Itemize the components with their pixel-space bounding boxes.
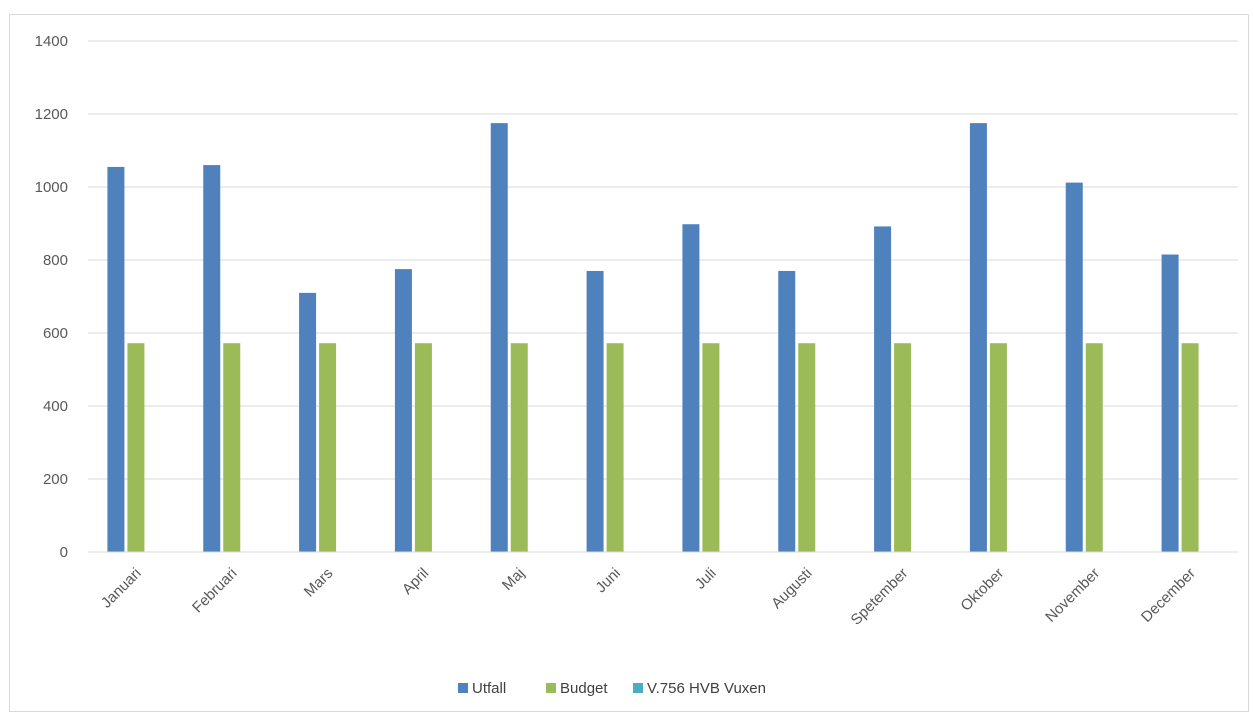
bar-budget-november xyxy=(1085,343,1103,552)
y-axis-ticks: 0 200 400 600 800 1000 1200 1400 xyxy=(35,33,68,561)
bar-utfall-augusti xyxy=(778,270,796,552)
x-tick-label: December xyxy=(1138,565,1199,626)
y-tick-label: 200 xyxy=(43,471,68,488)
bar-utfall-januari xyxy=(107,166,125,553)
bar-utfall-april xyxy=(394,269,412,552)
bar-utfall-december xyxy=(1161,254,1179,552)
x-tick-label: Maj xyxy=(499,565,528,594)
bar-budget-januari xyxy=(127,343,145,552)
legend-swatch xyxy=(633,683,643,693)
bars xyxy=(107,123,1199,553)
gridlines xyxy=(88,40,1238,480)
bar-budget-december xyxy=(1181,343,1199,552)
bar-utfall-november xyxy=(1065,182,1083,552)
legend-swatch xyxy=(546,683,556,693)
y-tick-label: 800 xyxy=(43,252,68,269)
x-tick-label: Mars xyxy=(301,565,337,601)
bar-budget-juni xyxy=(606,343,624,552)
x-tick-label: Juli xyxy=(692,565,720,593)
bar-budget-maj xyxy=(510,343,528,552)
bar-budget-juli xyxy=(702,343,720,552)
bar-budget-spetember xyxy=(894,343,912,552)
bar-utfall-spetember xyxy=(874,226,892,553)
x-tick-label: Juni xyxy=(592,565,623,596)
y-tick-label: 0 xyxy=(60,544,68,561)
legend-swatch xyxy=(458,683,468,693)
x-tick-label: Spetember xyxy=(848,565,912,629)
bar-utfall-mars xyxy=(299,292,317,552)
bar-utfall-juli xyxy=(682,224,700,553)
legend-label: Utfall xyxy=(472,680,506,697)
legend: Utfall Budget V.756 HVB Vuxen xyxy=(458,680,766,697)
bar-budget-augusti xyxy=(798,343,816,552)
x-tick-label: April xyxy=(399,565,432,598)
y-tick-label: 1000 xyxy=(35,179,68,196)
bar-utfall-maj xyxy=(490,123,508,552)
x-tick-label: Februari xyxy=(189,565,241,617)
legend-label: Budget xyxy=(560,680,608,697)
bar-utfall-februari xyxy=(203,165,221,552)
x-tick-label: Oktober xyxy=(957,565,1007,615)
y-tick-label: 600 xyxy=(43,325,68,342)
bar-budget-april xyxy=(414,343,432,552)
y-tick-label: 1400 xyxy=(35,33,68,50)
y-tick-label: 400 xyxy=(43,398,68,415)
bar-budget-februari xyxy=(223,343,241,552)
x-tick-label: Januari xyxy=(98,565,145,612)
x-tick-label: November xyxy=(1042,565,1103,626)
bar-utfall-oktober xyxy=(969,123,987,552)
bar-budget-oktober xyxy=(989,343,1007,552)
x-tick-label: Augusti xyxy=(768,565,815,612)
bar-budget-mars xyxy=(319,343,337,552)
x-axis-ticks: Januari Februari Mars April Maj Juni Juli Augus… xyxy=(98,565,1199,629)
legend-label: V.756 HVB Vuxen xyxy=(647,680,766,697)
bar-utfall-juni xyxy=(586,270,604,552)
y-tick-label: 1200 xyxy=(35,106,68,123)
